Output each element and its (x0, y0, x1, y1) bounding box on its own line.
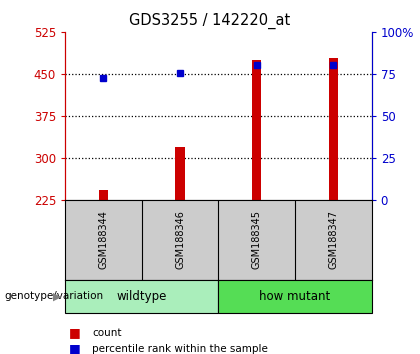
Text: count: count (92, 328, 122, 338)
Text: ■: ■ (69, 326, 81, 339)
Bar (218, 280, 372, 313)
Bar (329, 58, 338, 200)
Text: how mutant: how mutant (260, 290, 331, 303)
Text: ▶: ▶ (52, 291, 61, 302)
Bar (176, 147, 185, 200)
Bar (99, 190, 108, 200)
Text: GSM188346: GSM188346 (175, 210, 185, 269)
Text: ■: ■ (69, 342, 81, 354)
Bar (65, 280, 218, 313)
Text: wildtype: wildtype (117, 290, 167, 303)
Text: GSM188347: GSM188347 (328, 210, 339, 269)
Text: genotype/variation: genotype/variation (4, 291, 103, 302)
Bar (252, 60, 261, 200)
Text: GDS3255 / 142220_at: GDS3255 / 142220_at (129, 12, 291, 29)
Text: GSM188344: GSM188344 (98, 210, 108, 269)
Text: percentile rank within the sample: percentile rank within the sample (92, 344, 268, 354)
Text: GSM188345: GSM188345 (252, 210, 262, 269)
